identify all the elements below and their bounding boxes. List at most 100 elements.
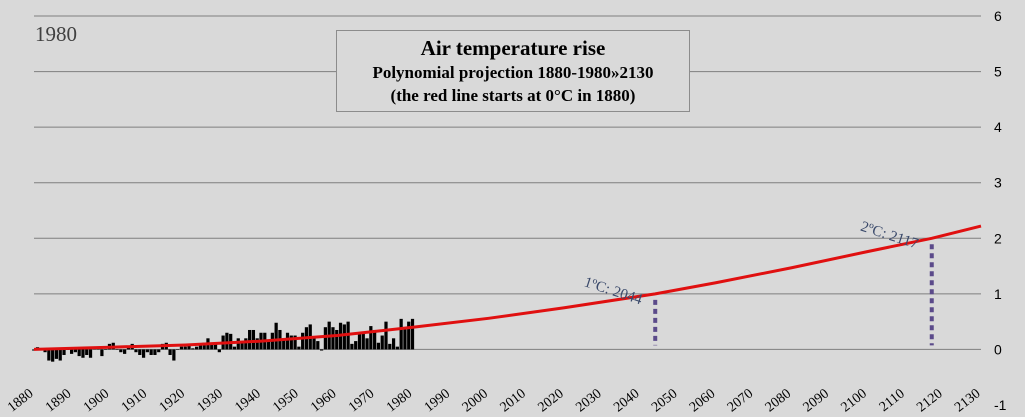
y-tick-labels: -1 0 1 2 3 4 5 6: [994, 8, 1007, 413]
bar: [331, 327, 335, 350]
bar: [32, 349, 36, 351]
x-tick-label: 2030: [573, 386, 604, 415]
bar: [236, 338, 240, 350]
bar: [54, 349, 59, 359]
bar: [399, 318, 403, 350]
bar: [274, 322, 278, 350]
x-tick-label: 1940: [232, 386, 263, 415]
x-tick-label: 1980: [384, 386, 415, 415]
bar: [350, 343, 354, 350]
y-tick-label: -1: [994, 397, 1007, 413]
bar: [77, 349, 81, 357]
x-tick-label: 1920: [157, 386, 188, 415]
bar: [225, 332, 229, 350]
bar: [115, 349, 119, 350]
x-tick-label: 2090: [801, 386, 832, 415]
x-tick-label: 2040: [611, 386, 642, 415]
bar: [153, 349, 157, 355]
bar: [85, 349, 89, 355]
bar: [191, 348, 195, 350]
bar: [138, 349, 142, 355]
bar: [289, 335, 293, 350]
bar: [202, 342, 206, 350]
bar: [285, 332, 290, 350]
x-tick-label: 2050: [649, 386, 680, 415]
bar: [391, 338, 396, 350]
bar: [58, 349, 62, 361]
chart-title: Air temperature rise: [420, 36, 606, 60]
projection-line: [33, 224, 982, 351]
bar: [51, 349, 55, 362]
chart-subtitle: Polynomial projection 1880-1980»2130: [372, 63, 654, 82]
y-tick-label: 1: [994, 286, 1002, 302]
bar: [232, 346, 237, 350]
x-tick-label: 2070: [725, 386, 756, 415]
bar: [194, 346, 199, 350]
x-tick-label: 2060: [687, 386, 718, 415]
x-tick-label: 2010: [498, 386, 529, 415]
x-tick-label: 1950: [270, 386, 301, 415]
bar: [361, 331, 365, 350]
bar: [312, 338, 316, 350]
bar: [179, 346, 184, 350]
bar: [62, 349, 66, 355]
x-tick-label: 1910: [119, 386, 150, 415]
bar: [395, 346, 399, 350]
bar: [104, 349, 108, 350]
bar: [335, 329, 339, 350]
x-tick-label: 1960: [308, 386, 339, 415]
bar: [380, 335, 384, 350]
bar: [342, 324, 346, 350]
y-tick-label: 6: [994, 8, 1002, 24]
bar: [183, 346, 187, 350]
bar: [323, 327, 328, 350]
x-tick-label: 1970: [346, 386, 377, 415]
bar: [73, 349, 77, 353]
chart-note: (the red line starts at 0°C in 1880): [390, 86, 636, 105]
bar: [100, 349, 104, 357]
x-tick-label: 2130: [952, 386, 983, 415]
bar: [176, 349, 180, 350]
x-tick-label: 2100: [839, 386, 870, 415]
bar: [251, 329, 256, 350]
temperature-bars: [32, 318, 415, 362]
bar: [244, 338, 248, 350]
bar: [369, 326, 373, 350]
bar: [149, 349, 153, 355]
x-tick-label: 1880: [5, 386, 36, 415]
bar: [354, 341, 358, 350]
bar: [410, 318, 415, 350]
bar: [81, 349, 85, 358]
bar: [316, 341, 320, 350]
bar: [134, 349, 138, 353]
x-tick-label: 2020: [535, 386, 566, 415]
threshold-markers: [653, 244, 934, 346]
bar: [141, 349, 146, 358]
y-tick-label: 3: [994, 175, 1002, 191]
x-tick-label: 2120: [914, 386, 945, 415]
bar: [297, 346, 301, 350]
bar: [403, 327, 407, 350]
x-tick-label: 1900: [81, 386, 112, 415]
y-tick-label: 2: [994, 230, 1002, 246]
x-tick-label: 1930: [195, 386, 226, 415]
bar: [282, 338, 286, 350]
bar: [293, 335, 297, 350]
bar: [210, 343, 214, 350]
bar: [145, 349, 149, 353]
bar: [255, 338, 259, 350]
x-tick-label: 2110: [877, 386, 908, 415]
bar: [168, 349, 172, 355]
y-tick-label: 0: [994, 341, 1002, 357]
bar: [69, 349, 74, 354]
bar: [47, 349, 51, 361]
projection-line-group: [33, 224, 982, 351]
bar: [365, 338, 369, 350]
x-tick-label: 2080: [763, 386, 794, 415]
year-label: 1980: [35, 22, 77, 46]
bar: [266, 341, 271, 350]
x-tick-labels: 1880 1890 1900 1910 1920 1930 1940 1950 1960 1970…: [5, 386, 983, 415]
